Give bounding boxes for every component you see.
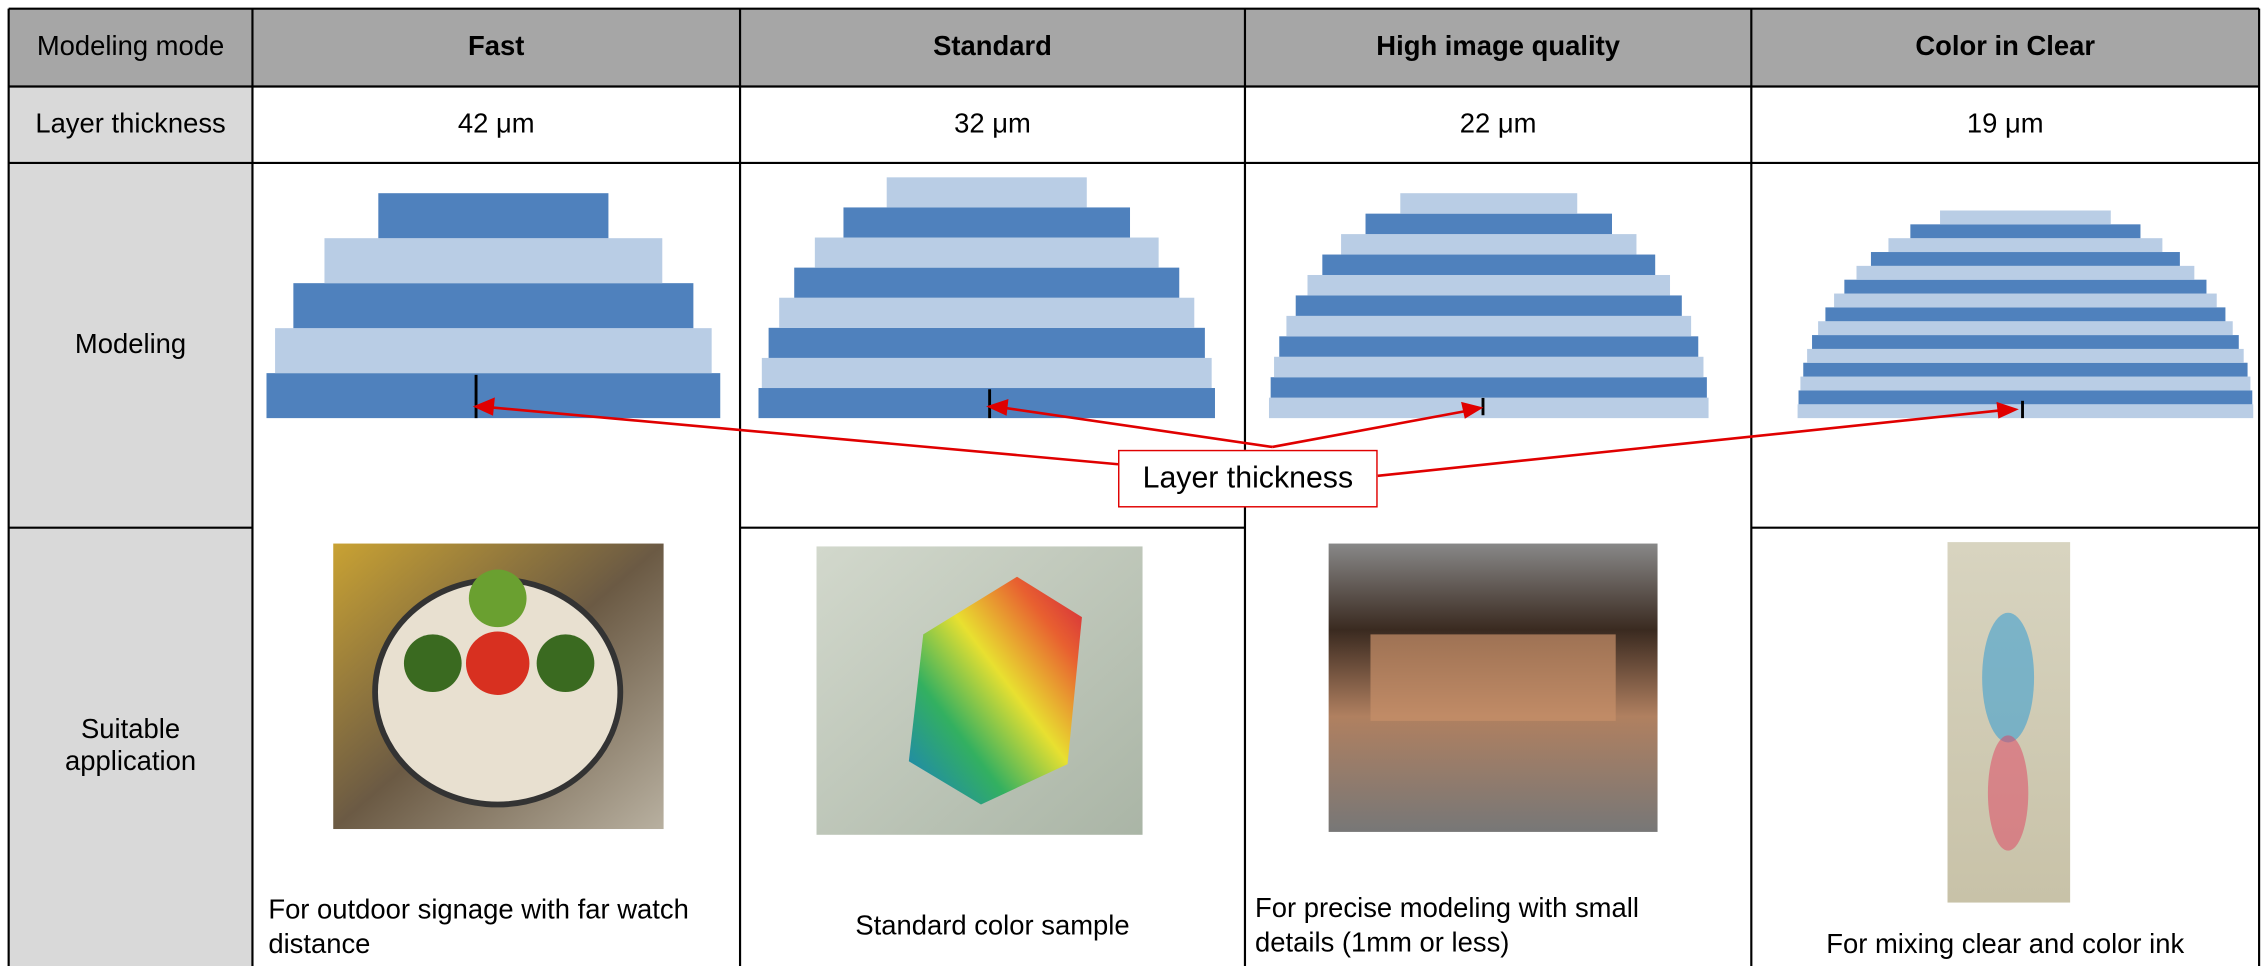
layer xyxy=(1870,252,2180,266)
cell: 22 μm xyxy=(1459,108,1537,140)
layer xyxy=(1307,274,1671,296)
layer xyxy=(768,327,1205,358)
layer xyxy=(1856,265,2195,280)
layer xyxy=(1940,210,2111,225)
layer xyxy=(1888,238,2163,253)
photo-fast xyxy=(333,543,664,830)
header-cell: High image quality xyxy=(1376,31,1620,62)
row-label: Layer thickness xyxy=(35,108,226,140)
layer xyxy=(275,328,712,374)
layer xyxy=(758,388,1215,419)
layer xyxy=(1797,404,2254,419)
caption: For precise modeling with small details … xyxy=(1255,893,1639,959)
arrow xyxy=(995,405,1273,449)
layer xyxy=(843,207,1131,238)
leaf xyxy=(468,569,527,628)
photo-high xyxy=(1328,543,1658,832)
layer xyxy=(1268,397,1709,419)
header-cell: Standard xyxy=(933,31,1052,62)
photo-standard xyxy=(816,546,1143,835)
layer xyxy=(1910,224,2141,239)
layer xyxy=(1400,193,1578,214)
caption: Standard color sample xyxy=(855,911,1130,942)
layer xyxy=(324,238,663,284)
header-cell: Modeling mode xyxy=(36,31,225,62)
layer xyxy=(779,297,1195,328)
pyramids xyxy=(266,177,2254,419)
header-bg xyxy=(8,8,2260,87)
first-col-bg xyxy=(8,86,253,966)
layer xyxy=(1818,321,2233,336)
cell: 32 μm xyxy=(954,108,1031,140)
arrow-head xyxy=(472,397,495,416)
header-cell: Color in Clear xyxy=(1915,31,2096,62)
arrow-head xyxy=(1461,401,1484,419)
arrow xyxy=(1272,408,1475,449)
layer xyxy=(1825,307,2226,322)
layer xyxy=(1365,213,1613,235)
photo-clear xyxy=(1947,542,2071,903)
layer xyxy=(1295,295,1682,316)
leaf xyxy=(403,634,462,693)
figure xyxy=(1982,612,2035,743)
cube xyxy=(908,576,1082,805)
layer xyxy=(1286,315,1692,337)
windows xyxy=(1370,634,1616,721)
arrow xyxy=(481,405,1119,466)
arrow xyxy=(1377,408,2010,478)
layer xyxy=(1834,293,2217,308)
layer xyxy=(886,177,1087,208)
layer xyxy=(1270,377,1707,398)
figure xyxy=(1987,735,2029,851)
tomato xyxy=(465,631,530,695)
cell: 42 μm xyxy=(457,108,535,140)
layer xyxy=(1800,376,2251,391)
arrow-head xyxy=(986,398,1009,416)
arrow-head xyxy=(1996,401,2019,419)
layer xyxy=(1274,356,1704,378)
layer xyxy=(378,193,609,239)
layer xyxy=(1803,362,2248,377)
layer xyxy=(1812,335,2239,349)
grid xyxy=(7,7,2261,966)
layer xyxy=(293,283,694,329)
row-label: Modeling xyxy=(74,329,187,360)
arrows xyxy=(472,397,2019,478)
row-label: Suitable application xyxy=(65,715,197,778)
cell: 19 μm xyxy=(1966,108,2044,140)
layer xyxy=(794,267,1180,298)
leaf xyxy=(536,634,595,693)
thickness-markers xyxy=(474,374,2024,419)
layer xyxy=(1798,390,2253,405)
layer xyxy=(1341,234,1637,255)
caption: For outdoor signage with far watch dista… xyxy=(268,895,689,961)
layer xyxy=(1279,336,1699,357)
layer xyxy=(1807,348,2244,363)
layer xyxy=(761,357,1212,389)
annotation: Layer thickness xyxy=(1118,449,1378,508)
layer xyxy=(814,237,1159,268)
layer xyxy=(1844,279,2207,294)
layer xyxy=(1322,254,1656,275)
caption: For mixing clear and color ink xyxy=(1826,929,2185,961)
header-cell: Fast xyxy=(468,31,525,62)
